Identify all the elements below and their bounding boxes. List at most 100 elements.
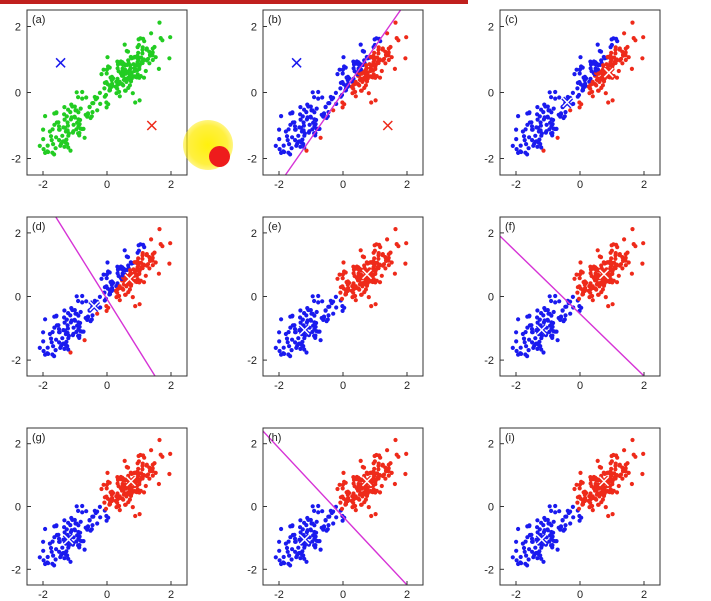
data-point (121, 61, 126, 66)
data-point (305, 528, 310, 533)
data-point (349, 84, 354, 89)
x-tick-label: 2 (404, 589, 410, 601)
data-point (351, 271, 356, 276)
data-point (312, 508, 317, 513)
data-point (53, 348, 58, 353)
data-point (70, 517, 75, 523)
panel-e: (e) -2 0 2 2 0 -2 (247, 216, 424, 392)
data-point (87, 104, 92, 109)
data-point (595, 248, 600, 253)
data-point (68, 110, 73, 115)
data-point (153, 260, 158, 265)
data-point (546, 108, 551, 113)
data-point (404, 241, 409, 246)
y-tick-label: 2 (15, 22, 21, 34)
data-point (364, 260, 369, 265)
centroid-2-marker (598, 475, 610, 488)
data-point (553, 329, 558, 334)
data-point (574, 272, 579, 277)
data-point (43, 150, 48, 155)
data-point (609, 37, 614, 42)
data-point (558, 314, 564, 319)
data-point (535, 320, 540, 325)
data-point (121, 266, 126, 271)
data-point (283, 129, 288, 134)
data-point (103, 92, 109, 98)
data-point (514, 137, 519, 142)
data-point (157, 437, 162, 443)
data-point (345, 78, 350, 83)
data-point (404, 451, 409, 456)
data-point (603, 295, 608, 300)
data-point (535, 105, 540, 110)
data-point (140, 251, 145, 256)
data-point (41, 558, 46, 563)
data-point (298, 346, 303, 351)
data-point (514, 548, 519, 553)
data-point (273, 555, 278, 560)
data-point (51, 553, 56, 558)
data-point (563, 313, 568, 318)
data-point (37, 555, 42, 560)
data-point (353, 286, 358, 291)
data-point (530, 330, 535, 335)
data-point (612, 265, 617, 270)
data-point (117, 286, 122, 291)
data-point (371, 478, 376, 483)
data-point (572, 276, 577, 281)
y-tick-label: 2 (251, 228, 257, 240)
data-point (298, 117, 303, 122)
data-point (583, 83, 588, 88)
data-point (525, 535, 530, 540)
data-point (68, 523, 73, 528)
data-point (640, 471, 645, 477)
data-point (386, 252, 391, 257)
data-point (613, 467, 618, 472)
data-point (403, 261, 408, 266)
data-point (363, 76, 368, 82)
data-point (340, 105, 345, 110)
data-point (640, 261, 645, 266)
data-point (102, 500, 107, 505)
data-point (281, 345, 286, 350)
data-point (99, 72, 104, 77)
data-point (133, 513, 138, 519)
data-point (568, 521, 573, 526)
data-point (65, 123, 70, 128)
data-point (580, 292, 586, 297)
data-point (560, 518, 565, 523)
data-point (383, 476, 388, 481)
centroid-1-marker (298, 323, 311, 336)
data-point (289, 557, 294, 562)
data-point (520, 331, 526, 337)
x-tick-label: -2 (511, 589, 521, 601)
data-points (510, 227, 646, 359)
data-point (45, 143, 50, 148)
data-point (127, 83, 132, 88)
data-point (124, 464, 129, 470)
data-point (102, 86, 107, 91)
data-point (577, 276, 582, 281)
data-point (372, 243, 377, 248)
data-point (393, 437, 398, 443)
data-point (104, 518, 109, 523)
data-point (65, 330, 70, 336)
data-point (305, 115, 310, 120)
data-points (273, 227, 409, 359)
data-point (530, 138, 535, 143)
data-point (144, 252, 149, 257)
data-point (620, 465, 625, 470)
data-point (293, 127, 298, 132)
data-point (277, 539, 282, 544)
data-point (141, 75, 147, 80)
data-point (340, 284, 345, 289)
data-point (538, 123, 544, 128)
data-point (307, 129, 312, 134)
data-point (580, 88, 586, 93)
data-point (578, 55, 583, 60)
data-point (150, 46, 155, 51)
data-point (135, 478, 140, 483)
data-point (285, 340, 290, 345)
data-point (309, 521, 314, 526)
data-point (115, 281, 120, 286)
